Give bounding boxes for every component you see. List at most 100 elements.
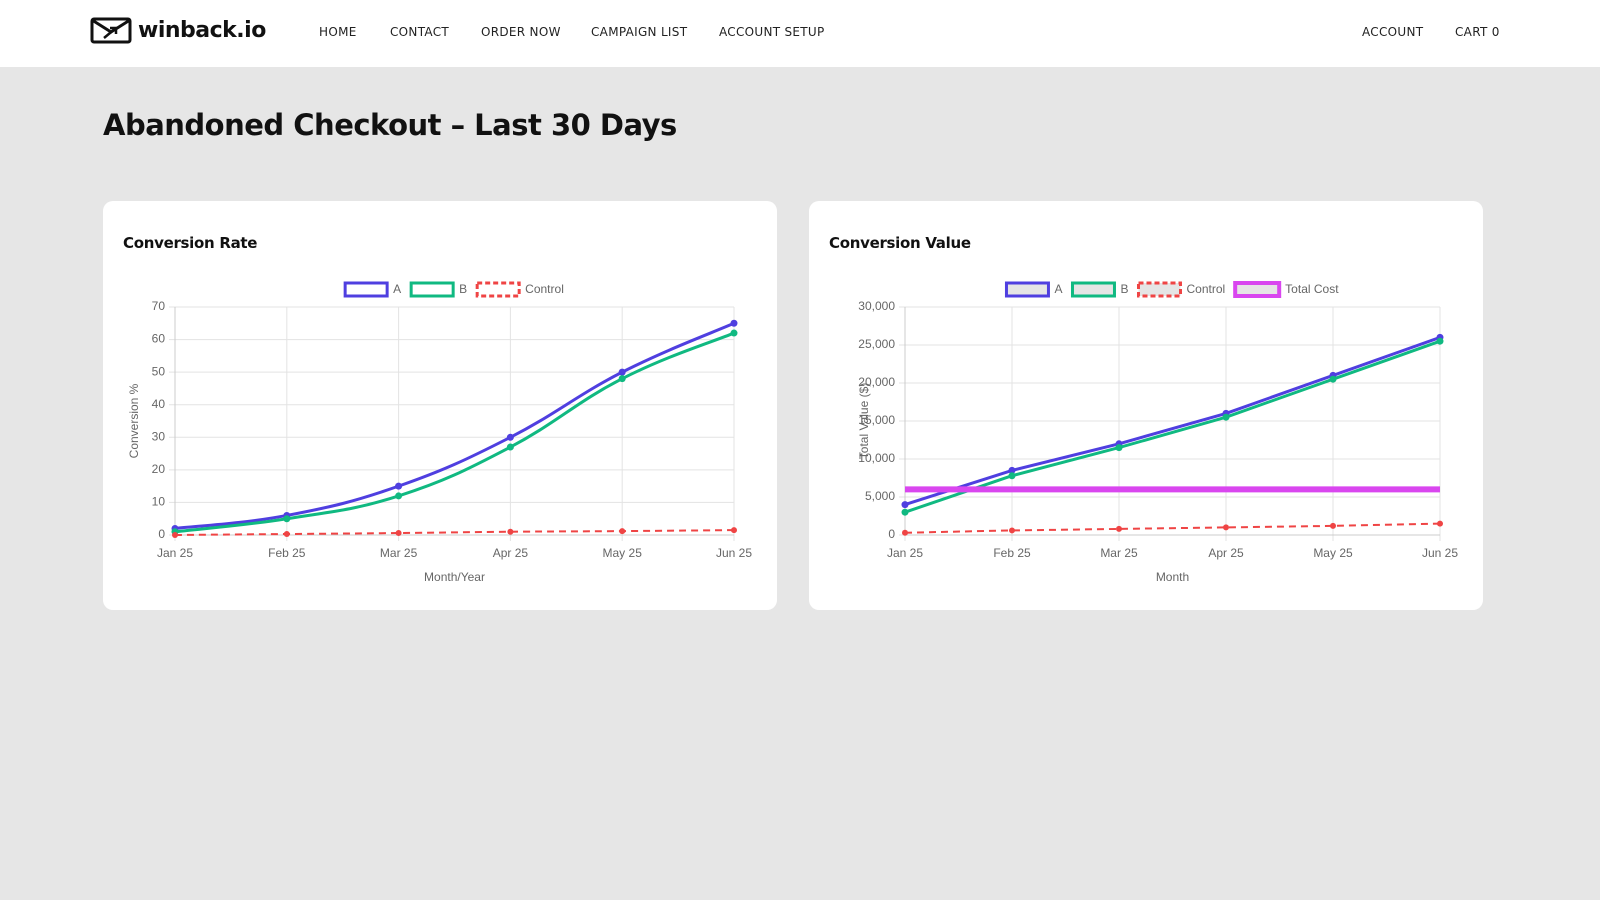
series-line (174, 331, 735, 534)
data-point (730, 329, 738, 337)
logo-icon (90, 17, 132, 44)
nav-link[interactable]: CAMPAIGN LIST (591, 25, 688, 39)
x-tick-label: Feb 25 (268, 546, 306, 560)
y-tick-label: 20 (152, 462, 166, 476)
y-tick-label: 0 (888, 527, 895, 541)
y-tick-label: 40 (152, 397, 166, 411)
data-point (506, 443, 514, 451)
legend-swatch (1136, 281, 1182, 298)
series-line (174, 321, 735, 530)
data-point (619, 528, 626, 535)
cart-link[interactable]: CART 0 (1455, 25, 1500, 39)
nav-link[interactable]: CONTACT (390, 25, 450, 39)
data-point (1116, 525, 1122, 532)
x-tick-label: May 25 (1313, 546, 1353, 560)
data-point (618, 375, 626, 383)
page-title: Abandoned Checkout – Last 30 Days (103, 108, 677, 142)
data-point (730, 319, 738, 327)
nav-link[interactable]: HOME (319, 25, 357, 39)
data-point (1008, 466, 1016, 474)
x-tick-label: Apr 25 (1208, 546, 1244, 560)
legend-label: B (1120, 282, 1128, 296)
legend-label: Total Cost (1285, 282, 1339, 296)
data-point (1008, 472, 1016, 480)
header: winback.io HOME CONTACT ORDER NOW CAMPAI… (0, 0, 1600, 67)
data-point (901, 501, 909, 509)
chart: 0 5,000 10,000 15,000 20,000 25,000 30,000 Jan … (857, 281, 1458, 584)
legend-label: Control (525, 282, 564, 296)
data-point (395, 482, 403, 490)
y-tick-label: 15,000 (858, 413, 895, 427)
y-tick-label: 25,000 (858, 337, 895, 351)
chart-card: Conversion Value 0 5,000 10,000 15,000 20,00… (809, 201, 1483, 610)
data-point (506, 433, 514, 441)
legend-label: Control (1186, 282, 1225, 296)
y-tick-label: 30 (152, 429, 166, 443)
logo-text: winback.io (138, 17, 266, 43)
data-point (1222, 413, 1230, 421)
series-line (174, 529, 735, 536)
data-point (283, 531, 290, 538)
legend-label: A (393, 282, 401, 296)
legend-swatch (1233, 281, 1282, 298)
data-point (901, 508, 909, 516)
y-tick-label: 10 (152, 495, 166, 509)
data-point (902, 529, 908, 536)
series-line (904, 522, 1441, 534)
series-line (904, 335, 1441, 507)
chart: 0 10 20 30 40 50 60 70 Jan 25 Feb 25 Mar 25 Apr 25 M… (127, 281, 752, 584)
legend: A B Control Total Cost (1004, 281, 1339, 298)
x-axis-title: Month (1156, 570, 1189, 584)
data-point (731, 527, 737, 534)
data-point (395, 530, 402, 537)
data-point (1436, 337, 1444, 345)
chart-title: Conversion Rate (123, 234, 258, 252)
logo[interactable]: winback.io (90, 16, 266, 44)
y-tick-label: 0 (158, 527, 165, 541)
account-link[interactable]: ACCOUNT (1362, 25, 1424, 39)
data-point (283, 515, 291, 523)
y-tick-label: 30,000 (858, 299, 895, 313)
nav-link[interactable]: ACCOUNT SETUP (719, 25, 825, 39)
y-tick-label: 70 (152, 299, 166, 313)
nav-link[interactable]: ORDER NOW (481, 25, 561, 39)
x-tick-label: Mar 25 (1100, 546, 1138, 560)
y-tick-label: 5,000 (865, 489, 895, 503)
data-point (507, 528, 514, 535)
x-tick-label: Mar 25 (380, 546, 418, 560)
legend-swatch (1004, 281, 1050, 298)
x-tick-label: Jan 25 (887, 546, 923, 560)
x-axis-title: Month/Year (424, 570, 485, 584)
x-tick-label: Jan 25 (157, 546, 193, 560)
x-tick-label: Jun 25 (716, 546, 752, 560)
legend-swatch (1070, 281, 1116, 298)
legend-swatch (409, 281, 455, 298)
data-point (1329, 375, 1337, 383)
x-tick-label: Jun 25 (1422, 546, 1458, 560)
data-point (1115, 444, 1123, 452)
y-tick-label: 50 (152, 364, 166, 378)
y-axis-title: Conversion % (127, 383, 141, 458)
y-tick-label: 10,000 (858, 451, 895, 465)
legend-swatch (475, 281, 521, 298)
y-tick-label: 20,000 (858, 375, 895, 389)
data-point (1330, 522, 1336, 529)
data-point (1223, 524, 1229, 531)
data-point (395, 492, 403, 500)
x-tick-label: May 25 (603, 546, 643, 560)
data-point (618, 368, 626, 376)
series-line (904, 339, 1441, 514)
y-tick-label: 60 (152, 332, 166, 346)
chart-card: Conversion Rate 0 10 20 30 40 50 60 70 Jan 25 Feb… (103, 201, 777, 610)
data-point (172, 532, 178, 538)
chart-title: Conversion Value (829, 234, 971, 252)
legend-label: A (1054, 282, 1062, 296)
data-point (1437, 520, 1443, 527)
x-tick-label: Feb 25 (993, 546, 1031, 560)
legend-swatch (343, 281, 389, 298)
y-axis-title: Total Value ($) (857, 383, 871, 459)
data-point (1009, 527, 1015, 534)
legend: A B Control (343, 281, 564, 298)
legend-label: B (459, 282, 467, 296)
